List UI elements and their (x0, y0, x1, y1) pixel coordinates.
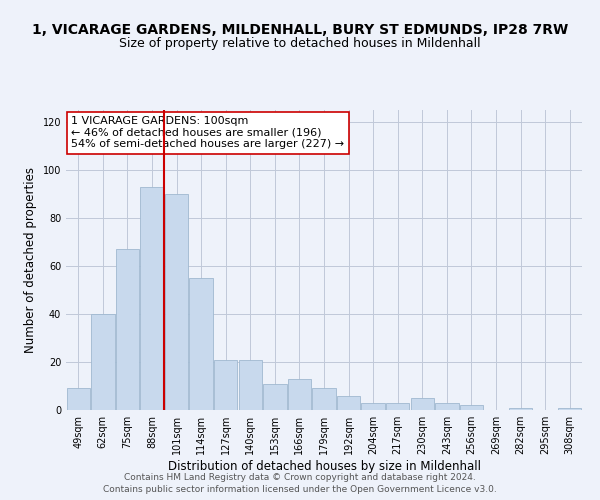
Text: 1, VICARAGE GARDENS, MILDENHALL, BURY ST EDMUNDS, IP28 7RW: 1, VICARAGE GARDENS, MILDENHALL, BURY ST… (32, 22, 568, 36)
Bar (410, 398, 434, 410)
Bar (214, 360, 238, 410)
Text: Contains HM Land Registry data © Crown copyright and database right 2024.: Contains HM Land Registry data © Crown c… (124, 472, 476, 482)
Text: Contains public sector information licensed under the Open Government Licence v3: Contains public sector information licen… (103, 485, 497, 494)
Bar (190, 278, 213, 410)
Bar (239, 360, 262, 410)
X-axis label: Distribution of detached houses by size in Mildenhall: Distribution of detached houses by size … (167, 460, 481, 473)
Bar (313, 388, 335, 410)
Text: Size of property relative to detached houses in Mildenhall: Size of property relative to detached ho… (119, 38, 481, 51)
Bar (361, 403, 385, 410)
Bar (165, 194, 188, 410)
Bar (435, 403, 458, 410)
Bar (116, 249, 139, 410)
Bar (263, 384, 287, 410)
Bar (91, 314, 115, 410)
Bar (140, 187, 164, 410)
Text: 1 VICARAGE GARDENS: 100sqm
← 46% of detached houses are smaller (196)
54% of sem: 1 VICARAGE GARDENS: 100sqm ← 46% of deta… (71, 116, 344, 149)
Bar (460, 405, 483, 410)
Bar (386, 403, 409, 410)
Y-axis label: Number of detached properties: Number of detached properties (24, 167, 37, 353)
Bar (337, 396, 360, 410)
Bar (509, 408, 532, 410)
Bar (67, 388, 90, 410)
Bar (558, 408, 581, 410)
Bar (288, 379, 311, 410)
